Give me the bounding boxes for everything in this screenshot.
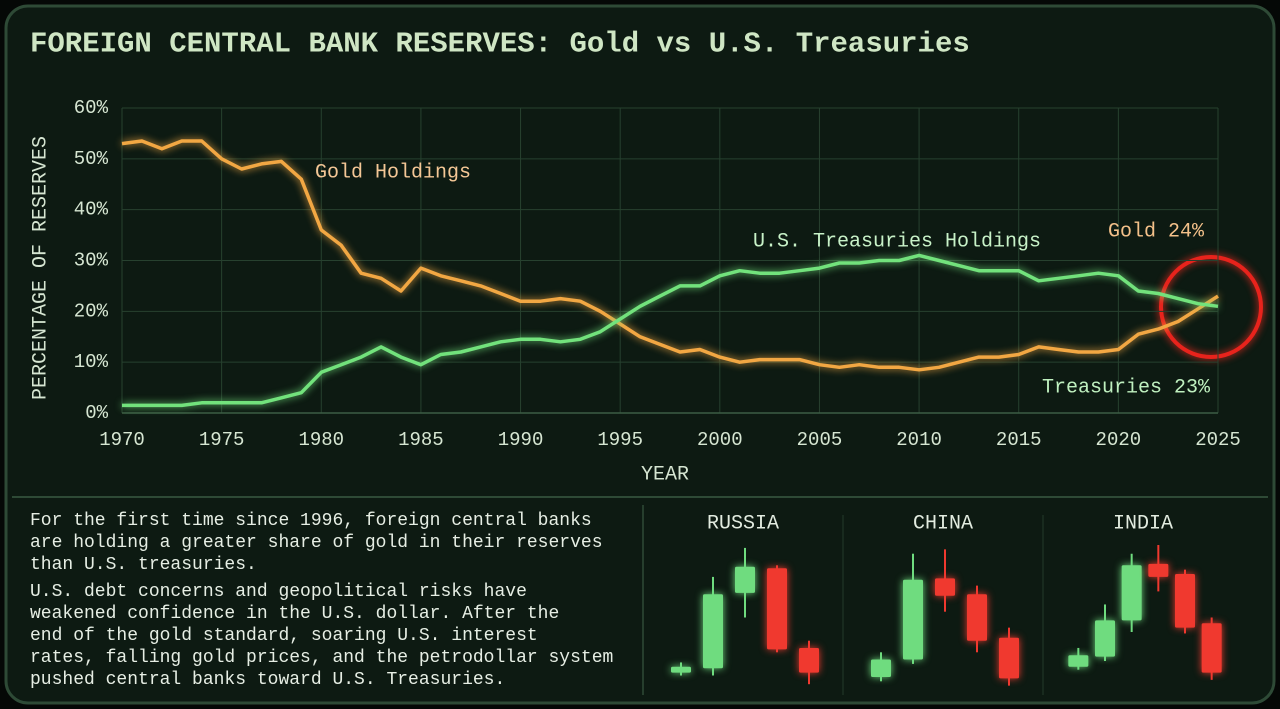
x-tick-label: 1970	[99, 429, 145, 451]
x-axis-label: YEAR	[641, 463, 689, 486]
note-text: are holding a greater share of gold in t…	[30, 533, 603, 553]
y-tick-label: 40%	[74, 199, 109, 221]
x-tick-label: 1975	[199, 429, 245, 451]
note-text: rates, falling gold prices, and the petr…	[30, 648, 613, 668]
series-label: U.S. Treasuries Holdings	[753, 230, 1041, 253]
y-tick-label: 50%	[74, 148, 109, 170]
note-text: For the first time since 1996, foreign c…	[30, 511, 592, 531]
candle-body	[767, 568, 787, 650]
panel-title: INDIA	[1113, 512, 1173, 535]
candle-body	[1095, 620, 1115, 657]
x-tick-label: 1995	[597, 429, 643, 451]
panel-title: CHINA	[913, 512, 973, 535]
panel-title: RUSSIA	[707, 512, 779, 535]
candle-body	[999, 637, 1019, 679]
candle-body	[1175, 574, 1195, 628]
x-tick-label: 1980	[298, 429, 344, 451]
candle-body	[799, 647, 819, 673]
note-text: U.S. debt concerns and geopolitical risk…	[30, 582, 527, 602]
candle-body	[903, 579, 923, 660]
x-tick-label: 2005	[797, 429, 843, 451]
x-tick-label: 2000	[697, 429, 743, 451]
y-axis-label: PERCENTAGE OF RESERVES	[29, 136, 52, 400]
candle-body	[1201, 623, 1222, 673]
annotation: Gold 24%	[1108, 220, 1205, 243]
x-tick-label: 2020	[1096, 429, 1142, 451]
note-text: pushed central banks toward U.S. Treasur…	[30, 670, 505, 690]
annotation: Treasuries 23%	[1042, 376, 1211, 399]
series-line	[122, 253, 1219, 408]
y-tick-label: 30%	[74, 250, 109, 272]
note-text: weakened confidence in the U.S. dollar. …	[30, 604, 559, 624]
x-tick-label: 2015	[996, 429, 1042, 451]
candle-body	[967, 594, 987, 641]
y-tick-label: 10%	[74, 351, 109, 373]
candle-body	[703, 594, 723, 669]
y-tick-label: 0%	[85, 402, 108, 424]
x-tick-label: 1990	[498, 429, 544, 451]
chart-title: FOREIGN CENTRAL BANK RESERVES: Gold vs U…	[30, 28, 970, 61]
candle-body	[735, 566, 755, 593]
series-label: Gold Holdings	[315, 161, 471, 184]
candle-body	[671, 666, 691, 673]
x-tick-label: 2010	[896, 429, 942, 451]
y-tick-label: 60%	[74, 97, 109, 119]
highlight-circle	[1159, 255, 1263, 359]
note-text: end of the gold standard, soaring U.S. i…	[30, 626, 538, 646]
note-text: than U.S. treasuries.	[30, 555, 257, 575]
candle-body	[1068, 655, 1089, 667]
x-tick-label: 2025	[1195, 429, 1241, 451]
series-line	[121, 139, 1219, 372]
panel	[4, 4, 1276, 705]
candle-body	[1121, 565, 1142, 621]
x-tick-label: 1985	[398, 429, 444, 451]
candle-body	[1148, 563, 1169, 577]
candle-body	[935, 578, 955, 596]
y-tick-label: 20%	[74, 300, 109, 322]
candle-body	[871, 659, 891, 677]
